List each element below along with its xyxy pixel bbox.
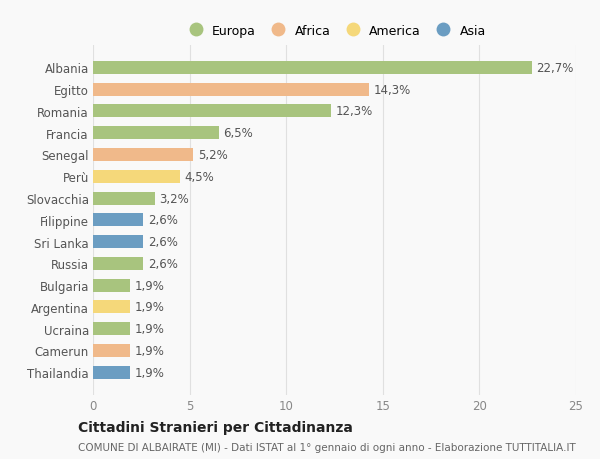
Text: 3,2%: 3,2%	[160, 192, 190, 205]
Bar	[93, 127, 218, 140]
Bar	[93, 170, 180, 184]
Text: 4,5%: 4,5%	[185, 170, 215, 183]
Text: 1,9%: 1,9%	[134, 322, 164, 336]
Text: 2,6%: 2,6%	[148, 214, 178, 227]
Bar	[93, 149, 193, 162]
Bar	[93, 366, 130, 379]
Text: 6,5%: 6,5%	[223, 127, 253, 140]
Bar	[93, 257, 143, 270]
Text: 2,6%: 2,6%	[148, 235, 178, 248]
Text: 1,9%: 1,9%	[134, 301, 164, 313]
Text: 22,7%: 22,7%	[536, 62, 574, 75]
Bar	[93, 301, 130, 313]
Bar	[93, 84, 369, 96]
Text: 1,9%: 1,9%	[134, 366, 164, 379]
Text: 12,3%: 12,3%	[335, 105, 373, 118]
Bar	[93, 62, 532, 75]
Text: 1,9%: 1,9%	[134, 344, 164, 357]
Text: 1,9%: 1,9%	[134, 279, 164, 292]
Bar	[93, 105, 331, 118]
Bar	[93, 344, 130, 357]
Bar	[93, 322, 130, 336]
Bar	[93, 214, 143, 227]
Text: COMUNE DI ALBAIRATE (MI) - Dati ISTAT al 1° gennaio di ogni anno - Elaborazione : COMUNE DI ALBAIRATE (MI) - Dati ISTAT al…	[78, 442, 576, 452]
Bar	[93, 235, 143, 249]
Bar	[93, 279, 130, 292]
Bar	[93, 192, 155, 205]
Legend: Europa, Africa, America, Asia: Europa, Africa, America, Asia	[179, 21, 490, 41]
Text: 14,3%: 14,3%	[374, 84, 412, 96]
Text: Cittadini Stranieri per Cittadinanza: Cittadini Stranieri per Cittadinanza	[78, 420, 353, 434]
Text: 5,2%: 5,2%	[198, 149, 228, 162]
Text: 2,6%: 2,6%	[148, 257, 178, 270]
